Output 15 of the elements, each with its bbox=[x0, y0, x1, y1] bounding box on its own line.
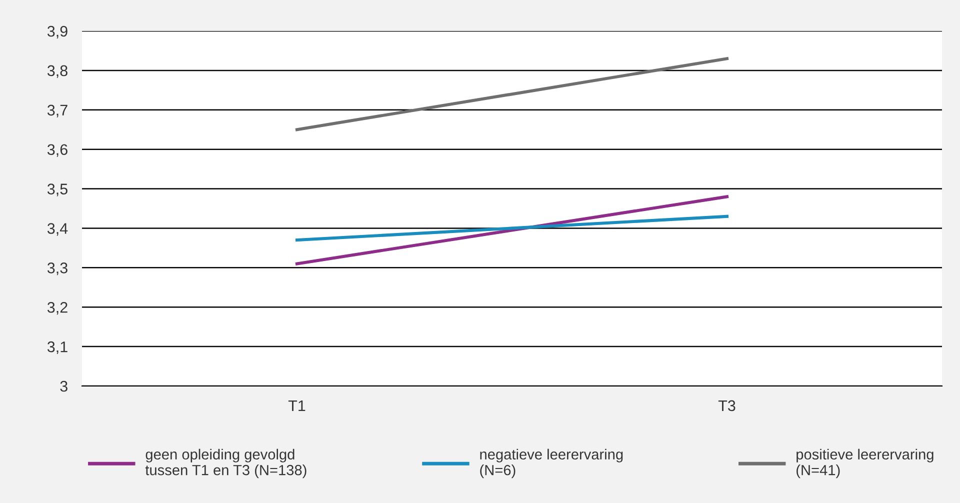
x-tick-label: T1 bbox=[288, 400, 306, 411]
y-tick-label: 3,2 bbox=[47, 302, 68, 315]
y-tick-label: 3 bbox=[60, 380, 68, 392]
y-tick-label: 3,5 bbox=[47, 184, 68, 196]
y-tick-label: 3,1 bbox=[47, 341, 68, 354]
y-tick-label: 3,7 bbox=[47, 104, 68, 118]
y-tick-label: 3,3 bbox=[47, 262, 68, 276]
legend-label: negatieve leerervaring (N=6) bbox=[480, 448, 623, 478]
y-tick-label: 3,9 bbox=[47, 26, 68, 38]
y-tick-label: 3,6 bbox=[47, 144, 68, 157]
y-tick-label: 3,8 bbox=[47, 65, 68, 78]
legend-label: positieve leerervaring (N=41) bbox=[796, 448, 934, 478]
x-tick-label: T3 bbox=[718, 400, 736, 412]
legend-label: geen opleiding gevolgd tussen T1 en T3 (N=138) bbox=[145, 448, 306, 478]
y-tick-label: 3,4 bbox=[47, 223, 68, 236]
